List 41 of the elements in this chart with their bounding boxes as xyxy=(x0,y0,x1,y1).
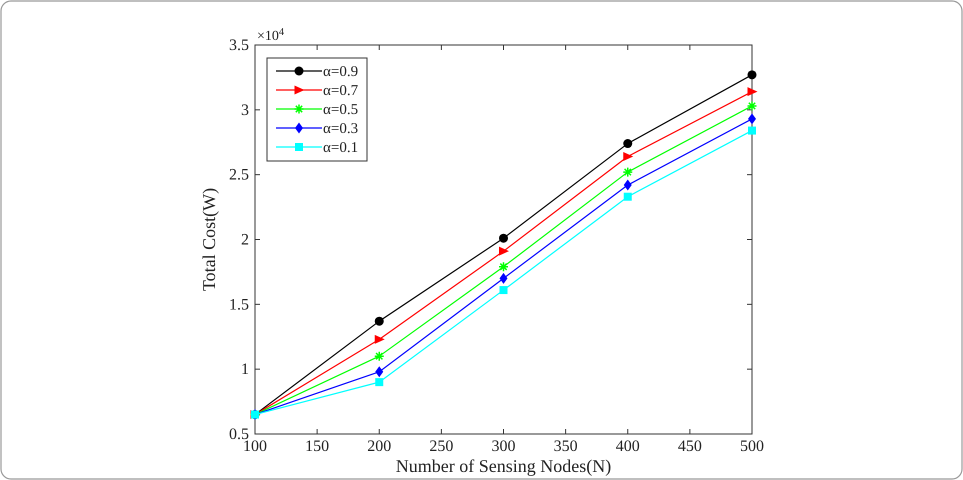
point xyxy=(374,350,384,362)
point xyxy=(498,261,509,272)
x-tick-label: 150 xyxy=(305,438,330,455)
x-tick-label: 500 xyxy=(740,438,764,455)
y-tick-label: 3.5 xyxy=(229,37,249,54)
point xyxy=(499,246,509,256)
x-axis-title: Number of Sensing Nodes(N) xyxy=(396,456,612,476)
point xyxy=(374,316,384,326)
y-tick-label: 3 xyxy=(241,102,249,119)
point xyxy=(375,378,384,386)
point xyxy=(748,126,756,135)
x-tick-label: 200 xyxy=(367,438,392,455)
x-tick-label: 400 xyxy=(616,438,640,455)
legend-label: α=0.7 xyxy=(323,83,359,99)
point xyxy=(622,166,633,178)
point xyxy=(623,139,632,148)
x-tick-label: 250 xyxy=(429,438,454,455)
y-tick-label: 2.5 xyxy=(229,166,249,184)
y-axis-title: Total Cost(W) xyxy=(199,188,219,292)
x-tick-label: 350 xyxy=(554,438,578,455)
point xyxy=(624,192,632,201)
point xyxy=(623,152,634,162)
legend-label: α=0.3 xyxy=(323,121,358,137)
point xyxy=(499,234,508,243)
x-tick-label: 450 xyxy=(678,438,702,455)
point xyxy=(500,286,508,294)
y-tick-label: 1.5 xyxy=(229,296,249,314)
legend-label: α=0.5 xyxy=(323,102,358,118)
point xyxy=(374,334,385,344)
text: ×10$^{4}$ xyxy=(257,26,285,44)
point xyxy=(375,366,384,378)
point xyxy=(748,70,756,80)
legend-label: α=0.1 xyxy=(323,140,358,156)
legend-label: α=0.9 xyxy=(323,64,358,80)
x-tick-label: 300 xyxy=(492,438,516,455)
point xyxy=(746,100,758,112)
y-tick-label: 1 xyxy=(241,361,249,378)
point xyxy=(748,87,758,96)
point xyxy=(624,180,632,191)
x-tick-label: 100 xyxy=(243,438,267,455)
y-tick-label: 2 xyxy=(241,232,249,248)
